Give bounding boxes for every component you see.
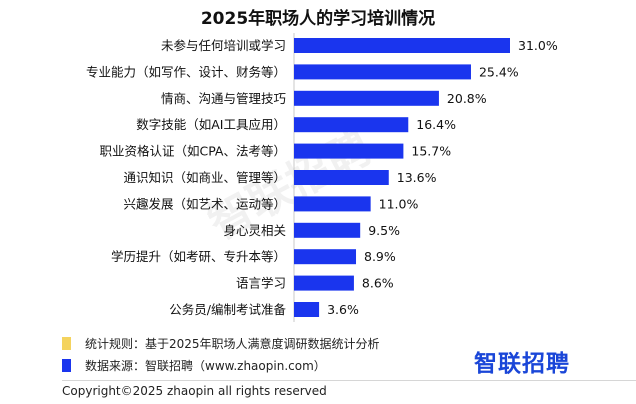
zhaopin-logo: 智联招聘: [474, 351, 570, 377]
value-label: 8.6%: [362, 276, 394, 291]
category-label: 通识知识（如商业、管理等）: [123, 170, 286, 185]
bar: [294, 302, 320, 317]
value-label: 8.9%: [364, 249, 396, 264]
value-label: 25.4%: [479, 64, 519, 79]
bar: [294, 196, 371, 212]
footnote-rule-text: 统计规则：基于2025年职场人满意度调研数据统计分析: [85, 337, 380, 351]
category-label: 身心灵相关: [223, 223, 286, 238]
bar: [294, 117, 409, 133]
rule-legend-square: [62, 337, 71, 350]
footnote-source: 数据来源：智联招聘（www.zhaopin.com）: [62, 357, 326, 374]
value-label: 13.6%: [397, 170, 437, 185]
copyright-text: Copyright©2025 zhaopin all rights reserv…: [62, 384, 327, 398]
category-label: 情商、沟通与管理技巧: [161, 91, 286, 106]
bar: [294, 222, 361, 238]
footnote-source-text: 数据来源：智联招聘（www.zhaopin.com）: [85, 359, 326, 373]
category-label: 兴趣发展（如艺术、运动等）: [123, 196, 286, 211]
category-label: 语言学习: [236, 276, 286, 291]
category-label: 专业能力（如写作、设计、财务等）: [86, 64, 286, 79]
bar: [294, 38, 510, 53]
bar: [294, 90, 439, 106]
bar: [294, 64, 471, 80]
chart-title: 2025年职场人的学习培训情况: [200, 9, 436, 29]
category-label: 公务员/编制考试准备: [169, 302, 286, 317]
value-label: 20.8%: [447, 91, 487, 106]
bars: [294, 38, 510, 317]
value-label: 11.0%: [379, 196, 419, 211]
category-label: 学历提升（如考研、专升本等）: [111, 249, 286, 264]
category-label: 职业资格认证（如CPA、法考等）: [99, 144, 286, 159]
value-label: 9.5%: [368, 223, 400, 238]
value-label: 15.7%: [411, 144, 451, 159]
bar: [294, 275, 354, 291]
value-label: 3.6%: [327, 302, 359, 317]
bar: [294, 249, 357, 265]
value-label: 31.0%: [518, 38, 558, 53]
value-labels: 31.0% 25.4% 20.8% 16.4% 15.7% 13.6% 11.0% 9.5% 8…: [327, 38, 558, 317]
divider: [62, 380, 636, 381]
category-label: 数字技能（如AI工具应用）: [136, 117, 286, 132]
category-label: 未参与任何培训或学习: [161, 38, 286, 53]
bar: [294, 143, 404, 159]
value-label: 16.4%: [416, 117, 456, 132]
bar: [294, 170, 389, 185]
footnote-rule: 统计规则：基于2025年职场人满意度调研数据统计分析: [62, 335, 380, 352]
source-legend-square: [62, 359, 71, 372]
